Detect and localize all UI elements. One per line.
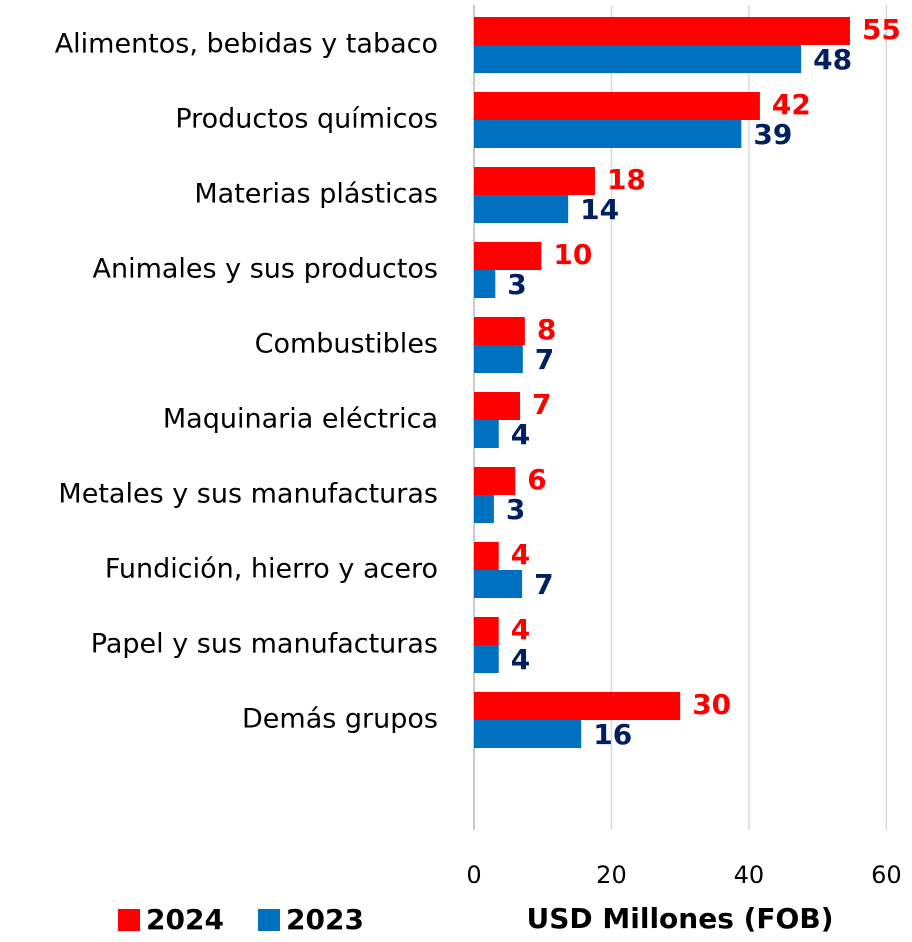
y-tick-label: Papel y sus manufacturas [91,629,438,660]
data-label: 3 [507,268,526,301]
data-label: 55 [862,13,901,46]
x-tick-label: 20 [596,861,627,889]
bar [474,645,499,673]
y-tick-label: Metales y sus manufacturas [58,479,438,510]
data-label: 18 [607,163,646,196]
y-tick-label: Animales y sus productos [92,254,438,285]
data-label: 16 [593,718,632,751]
data-label: 3 [506,493,525,526]
y-tick-label: Fundición, hierro y acero [105,554,438,585]
bar [474,317,525,345]
bar [474,167,595,195]
y-tick-label: Combustibles [255,329,438,360]
x-tick-label: 60 [871,861,902,889]
data-label: 4 [511,538,530,571]
data-label: 48 [813,43,852,76]
data-label: 4 [511,613,530,646]
data-label: 4 [511,643,530,676]
legend-swatch [118,909,140,931]
legend-label: 2023 [286,903,364,936]
y-tick-label: Maquinaria eléctrica [163,404,438,435]
bar [474,195,569,223]
data-label: 7 [535,343,554,376]
bar [474,17,850,45]
bar [474,542,499,570]
data-label: 30 [692,688,731,721]
data-label: 6 [527,463,546,496]
bar [474,720,582,748]
bar [474,92,760,120]
y-tick-label: Demás grupos [242,704,438,735]
x-axis-title: USD Millones (FOB) [527,902,834,935]
data-label: 7 [534,568,553,601]
bar [474,120,742,148]
bar [474,617,499,645]
bar [474,467,516,495]
bar [474,392,521,420]
y-tick-label: Materias plásticas [194,179,438,210]
legend-label: 2024 [146,903,224,936]
bar [474,692,681,720]
bar [474,45,802,73]
bar [474,495,494,523]
y-tick-label: Productos químicos [175,104,438,135]
legend-swatch [258,909,280,931]
bar [474,242,542,270]
data-label: 42 [772,88,811,121]
bar [474,270,496,298]
data-label: 10 [553,238,592,271]
bar [474,420,499,448]
x-tick-label: 0 [466,861,481,889]
data-label: 39 [753,118,792,151]
bar [474,345,523,373]
data-label: 4 [511,418,530,451]
y-tick-label: Alimentos, bebidas y tabaco [55,29,438,60]
bar [474,570,523,598]
data-label: 7 [532,388,551,421]
data-label: 8 [537,313,556,346]
data-label: 14 [580,193,619,226]
x-tick-label: 40 [734,861,765,889]
